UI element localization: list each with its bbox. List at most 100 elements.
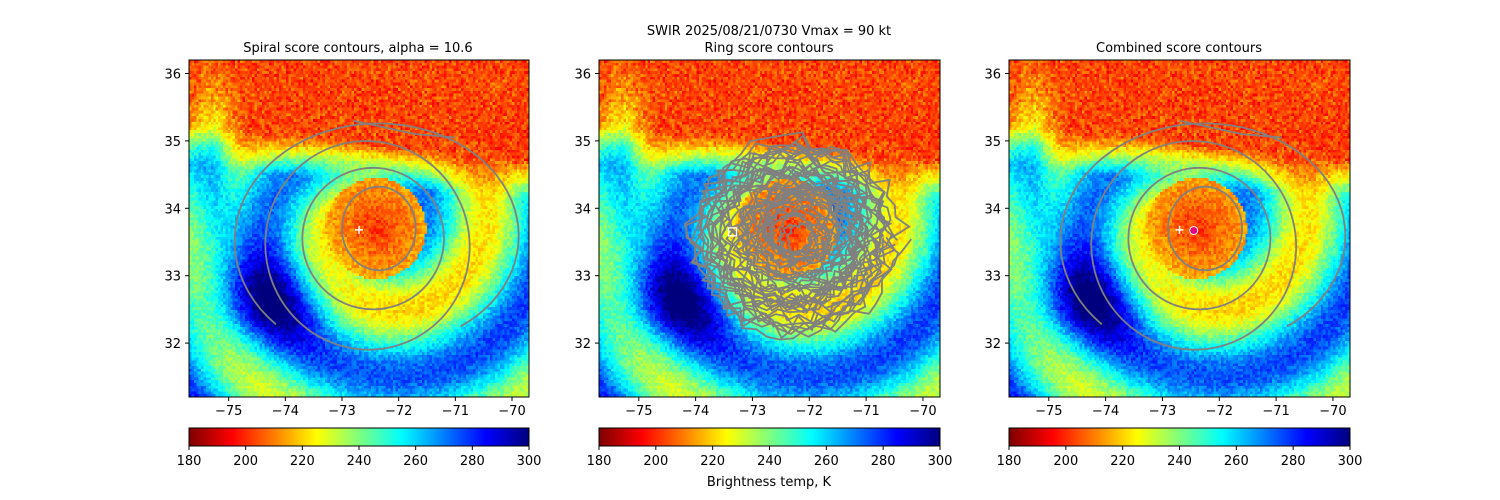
center-circle-marker (1189, 226, 1199, 236)
colorbar-tick-label: 260 (403, 454, 428, 469)
colorbar-tick-label: 260 (814, 454, 839, 469)
y-tick-label: 36 (574, 67, 591, 82)
heatmap-plot (598, 59, 941, 398)
contour-ring-36 (759, 204, 828, 271)
contour-outer (1090, 140, 1298, 351)
colorbar-label: Brightness temp, K (707, 475, 832, 490)
colorbar-tick-label: 280 (1281, 454, 1306, 469)
contour-ring-5 (714, 165, 883, 328)
colorbar-tick-label: 300 (1338, 454, 1363, 469)
contour-ring-39 (718, 165, 865, 309)
y-tick-label: 34 (984, 202, 1001, 217)
x-tick-label: −75 (215, 404, 242, 419)
y-tick-label: 35 (984, 135, 1001, 150)
contour-ring-15 (765, 195, 836, 263)
panel-combined: Combined score contours −75 −74 −73 −72 −71−… (984, 41, 1362, 469)
colorbar-tick-label: 280 (460, 454, 485, 469)
x-tick-label: −70 (1319, 404, 1346, 419)
y-tick-label: 32 (574, 337, 591, 352)
heatmap-plot (1008, 59, 1351, 398)
y-tick-label: 33 (984, 270, 1001, 285)
contour-outer (264, 140, 471, 351)
contour-ring-26 (698, 146, 870, 306)
contour-ring-22 (756, 196, 823, 266)
panel-title: Ring score contours (704, 41, 833, 56)
x-tick-label: −75 (625, 404, 652, 419)
contour-group (233, 119, 520, 351)
y-tick-label: 36 (164, 67, 181, 82)
panel-spiral: Spiral score contours, alpha = 10.6 −75−… (164, 41, 541, 469)
x-tick-label: −70 (498, 404, 525, 419)
colorbar-tick-label: 200 (643, 454, 668, 469)
x-tick-label: −74 (272, 404, 299, 419)
colorbar-tick-label: 200 (1053, 454, 1078, 469)
contour-ring-41 (705, 140, 913, 338)
colorbar-tick-label: 240 (1167, 454, 1192, 469)
contour-ring-8 (767, 194, 842, 263)
contour-ring-33 (699, 134, 885, 314)
contour-ring-7 (770, 210, 817, 256)
x-tick-label: −73 (328, 404, 355, 419)
y-tick-label: 34 (164, 202, 181, 217)
contour-group (683, 131, 913, 341)
y-tick-label: 36 (984, 67, 1001, 82)
contour-spiral-arm (1059, 122, 1347, 328)
y-tick-label: 33 (164, 270, 181, 285)
contour-middle (1127, 166, 1272, 311)
x-axis: −75 −74 −73 −72 −71 −70 (1035, 397, 1347, 419)
colorbar-tick-label: 260 (1224, 454, 1249, 469)
panel-title: Spiral score contours, alpha = 10.6 (243, 41, 472, 56)
colorbar-tick-label: 180 (177, 454, 202, 469)
x-tick-label: −72 (1206, 404, 1233, 419)
colorbar-tick-label: 200 (233, 454, 258, 469)
contour-group (1059, 119, 1347, 351)
y-tick-label: 34 (574, 202, 591, 217)
center-plus-marker (355, 225, 363, 234)
contour-ring-34 (693, 148, 896, 341)
colorbar-tick-label: 220 (1110, 454, 1135, 469)
colorbar-gradient (189, 428, 529, 446)
plot-frame (1008, 59, 1351, 398)
y-axis: 32 33 34 35 36 (574, 67, 599, 352)
colorbar-tick-label: 300 (928, 454, 953, 469)
colorbar-tick-label: 220 (700, 454, 725, 469)
colorbar: 180 200 220 240 260 280 300 (997, 427, 1363, 469)
colorbar-tick-label: 180 (587, 454, 612, 469)
colorbar-tick-label: 280 (871, 454, 896, 469)
colorbar-tick-label: 240 (347, 454, 372, 469)
contour-spiral-arm (233, 122, 520, 328)
contour-middle (301, 166, 445, 311)
colorbar-tick-label: 300 (517, 454, 542, 469)
contour-ring-12 (710, 147, 893, 324)
contour-inner (341, 185, 417, 272)
colorbar-gradient (1009, 428, 1350, 446)
y-tick-label: 33 (574, 270, 591, 285)
x-tick-label: −73 (1149, 404, 1176, 419)
y-tick-label: 32 (164, 337, 181, 352)
y-tick-label: 32 (984, 337, 1001, 352)
colorbar-tick-label: 220 (290, 454, 315, 469)
center-square-marker (727, 227, 738, 237)
y-tick-label: 35 (574, 135, 591, 150)
x-tick-label: −71 (442, 404, 469, 419)
colorbar-tick-label: 180 (997, 454, 1022, 469)
y-tick-label: 35 (164, 135, 181, 150)
y-axis: 32 33 34 35 36 (984, 67, 1009, 352)
x-axis: −75 −74 −73 −72 −71 −70 (215, 397, 526, 419)
contour-arm-tail (1179, 119, 1282, 139)
center-plus-marker (1175, 225, 1184, 234)
x-tick-label: −70 (909, 404, 936, 419)
panel-title: Combined score contours (1096, 41, 1262, 56)
x-tick-label: −74 (682, 404, 709, 419)
colorbar-tick-label: 240 (757, 454, 782, 469)
plot-frame (188, 59, 530, 398)
figure-suptitle: SWIR 2025/08/21/0730 Vmax = 90 kt (647, 24, 891, 39)
x-tick-label: −74 (1092, 404, 1119, 419)
x-tick-label: −75 (1035, 404, 1062, 419)
x-tick-label: −72 (796, 404, 823, 419)
x-axis: −75 −74 −73 −72 −71 −70 (625, 397, 937, 419)
contour-ring-37 (752, 189, 851, 280)
x-tick-label: −71 (1262, 404, 1289, 419)
x-tick-label: −72 (385, 404, 412, 419)
